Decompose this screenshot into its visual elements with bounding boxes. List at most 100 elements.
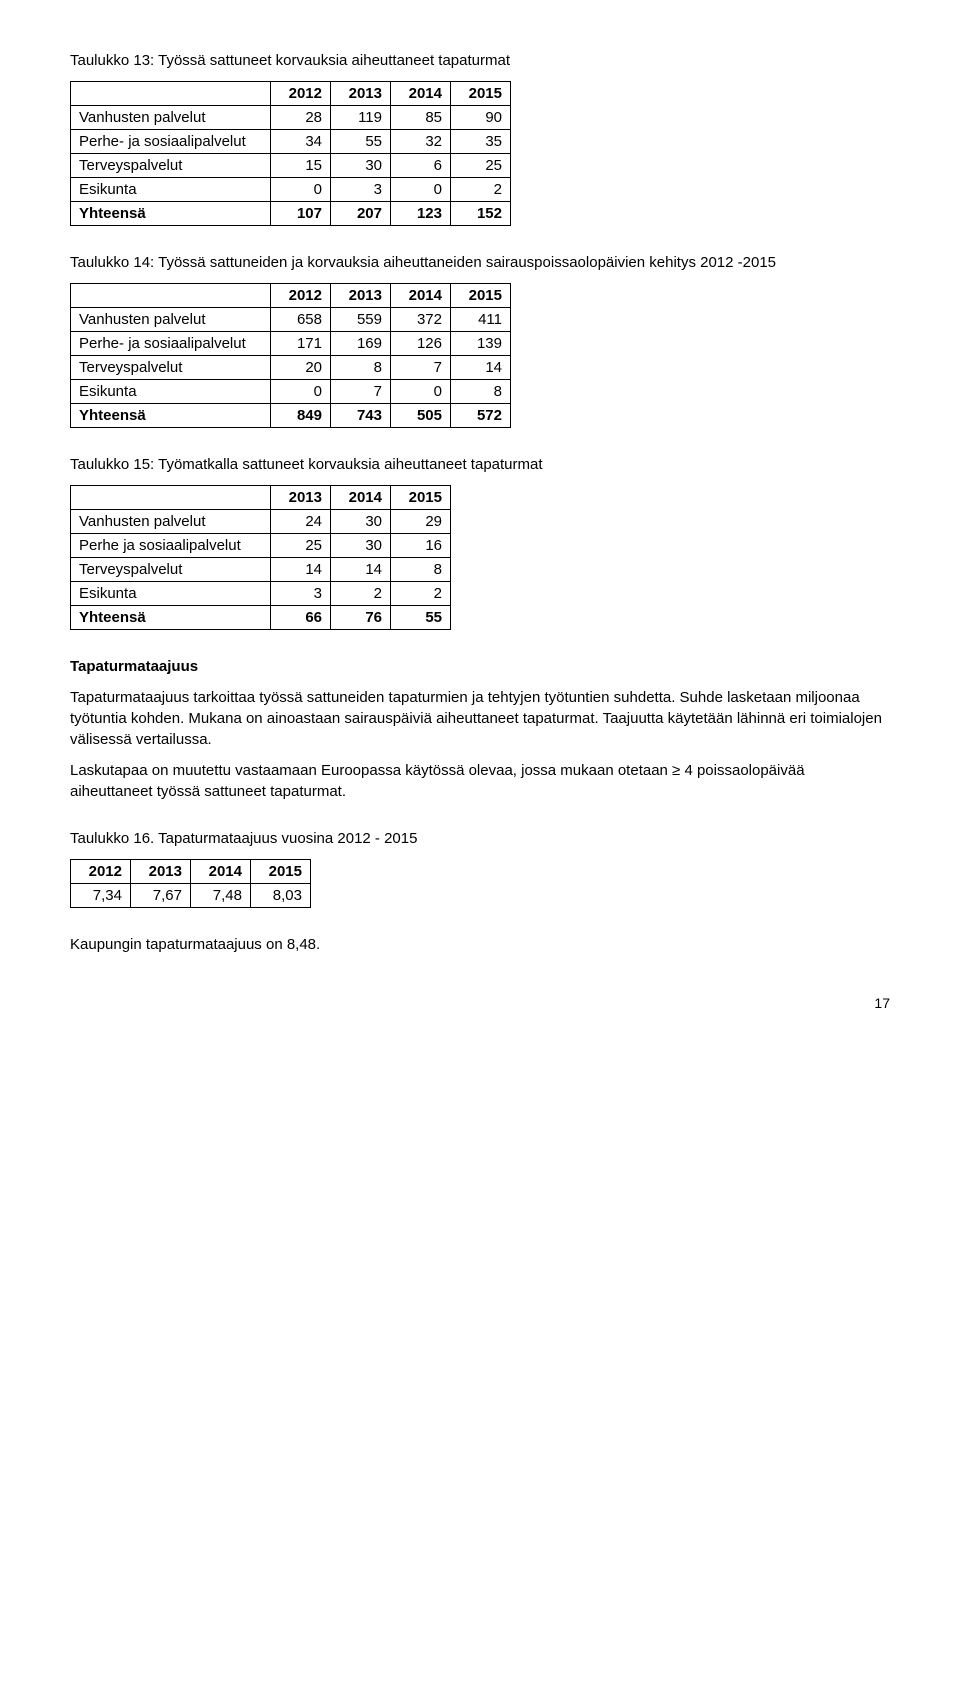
cell: 107	[271, 202, 331, 226]
cell: 8	[451, 380, 511, 404]
cell: 14	[271, 558, 331, 582]
cell: 30	[331, 154, 391, 178]
table15-h3: 2015	[391, 486, 451, 510]
cell: 119	[331, 106, 391, 130]
cell: 7	[391, 356, 451, 380]
table-row-total: Yhteensä107207123152	[71, 202, 511, 226]
cell: 7	[331, 380, 391, 404]
cell: 0	[391, 178, 451, 202]
cell: 743	[331, 404, 391, 428]
cell: 2	[451, 178, 511, 202]
cell: 139	[451, 332, 511, 356]
table16-h0: 2012	[71, 860, 131, 884]
cell: Perhe ja sosiaalipalvelut	[71, 534, 271, 558]
cell: 28	[271, 106, 331, 130]
cell: 123	[391, 202, 451, 226]
cell: 34	[271, 130, 331, 154]
table15-h0	[71, 486, 271, 510]
table14: 2012 2013 2014 2015 Vanhusten palvelut65…	[70, 283, 511, 428]
section-p2: Laskutapaa on muutettu vastaamaan Euroop…	[70, 760, 890, 802]
cell: 8,03	[251, 884, 311, 908]
table13-h3: 2014	[391, 82, 451, 106]
cell: 3	[271, 582, 331, 606]
table14-h2: 2013	[331, 284, 391, 308]
cell: 169	[331, 332, 391, 356]
cell: 14	[451, 356, 511, 380]
cell: 29	[391, 510, 451, 534]
cell: 6	[391, 154, 451, 178]
cell: 25	[451, 154, 511, 178]
cell: Perhe- ja sosiaalipalvelut	[71, 130, 271, 154]
cell: 8	[391, 558, 451, 582]
table15-h2: 2014	[331, 486, 391, 510]
table-row: Perhe- ja sosiaalipalvelut34553235	[71, 130, 511, 154]
cell: 16	[391, 534, 451, 558]
table-row-total: Yhteensä849743505572	[71, 404, 511, 428]
table13-caption: Taulukko 13: Työssä sattuneet korvauksia…	[70, 50, 890, 71]
cell: 30	[331, 510, 391, 534]
table13: 2012 2013 2014 2015 Vanhusten palvelut28…	[70, 81, 511, 226]
cell: 90	[451, 106, 511, 130]
cell: 0	[271, 380, 331, 404]
cell: 0	[271, 178, 331, 202]
cell: 3	[331, 178, 391, 202]
cell: 505	[391, 404, 451, 428]
cell: 55	[391, 606, 451, 630]
cell: Esikunta	[71, 582, 271, 606]
cell: 35	[451, 130, 511, 154]
cell: 14	[331, 558, 391, 582]
table13-h0	[71, 82, 271, 106]
cell: Yhteensä	[71, 202, 271, 226]
cell: 8	[331, 356, 391, 380]
table-row: Esikunta0302	[71, 178, 511, 202]
cell: 7,48	[191, 884, 251, 908]
table14-h3: 2014	[391, 284, 451, 308]
cell: 85	[391, 106, 451, 130]
cell: 7,67	[131, 884, 191, 908]
cell: 7,34	[71, 884, 131, 908]
cell: 0	[391, 380, 451, 404]
table16-h1: 2013	[131, 860, 191, 884]
table16-h2: 2014	[191, 860, 251, 884]
cell: 2	[331, 582, 391, 606]
cell: 76	[331, 606, 391, 630]
table14-h4: 2015	[451, 284, 511, 308]
table-row: Terveyspalvelut208714	[71, 356, 511, 380]
section-p1: Tapaturmataajuus tarkoittaa työssä sattu…	[70, 687, 890, 750]
cell: 20	[271, 356, 331, 380]
table-row: Terveyspalvelut14148	[71, 558, 451, 582]
cell: 171	[271, 332, 331, 356]
cell: Perhe- ja sosiaalipalvelut	[71, 332, 271, 356]
cell: 411	[451, 308, 511, 332]
table15-caption: Taulukko 15: Työmatkalla sattuneet korva…	[70, 454, 890, 475]
closing-text: Kaupungin tapaturmataajuus on 8,48.	[70, 934, 890, 955]
table-row-total: Yhteensä667655	[71, 606, 451, 630]
table15-h1: 2013	[271, 486, 331, 510]
table-row: Perhe ja sosiaalipalvelut253016	[71, 534, 451, 558]
table-row: Vanhusten palvelut243029	[71, 510, 451, 534]
cell: Vanhusten palvelut	[71, 510, 271, 534]
table14-caption: Taulukko 14: Työssä sattuneiden ja korva…	[70, 252, 890, 273]
cell: 30	[331, 534, 391, 558]
page-number: 17	[70, 995, 890, 1011]
table14-h0	[71, 284, 271, 308]
cell: Esikunta	[71, 380, 271, 404]
cell: 126	[391, 332, 451, 356]
cell: 152	[451, 202, 511, 226]
cell: 15	[271, 154, 331, 178]
table-row: Esikunta322	[71, 582, 451, 606]
table13-h4: 2015	[451, 82, 511, 106]
table16-h3: 2015	[251, 860, 311, 884]
cell: 207	[331, 202, 391, 226]
table-row: Perhe- ja sosiaalipalvelut171169126139	[71, 332, 511, 356]
table16: 2012 2013 2014 2015 7,34 7,67 7,48 8,03	[70, 859, 311, 908]
cell: Yhteensä	[71, 606, 271, 630]
table14-h1: 2012	[271, 284, 331, 308]
cell: 32	[391, 130, 451, 154]
table-row: Terveyspalvelut1530625	[71, 154, 511, 178]
table-row: 7,34 7,67 7,48 8,03	[71, 884, 311, 908]
cell: 572	[451, 404, 511, 428]
section-heading: Tapaturmataajuus	[70, 656, 890, 677]
cell: 2	[391, 582, 451, 606]
cell: Terveyspalvelut	[71, 154, 271, 178]
